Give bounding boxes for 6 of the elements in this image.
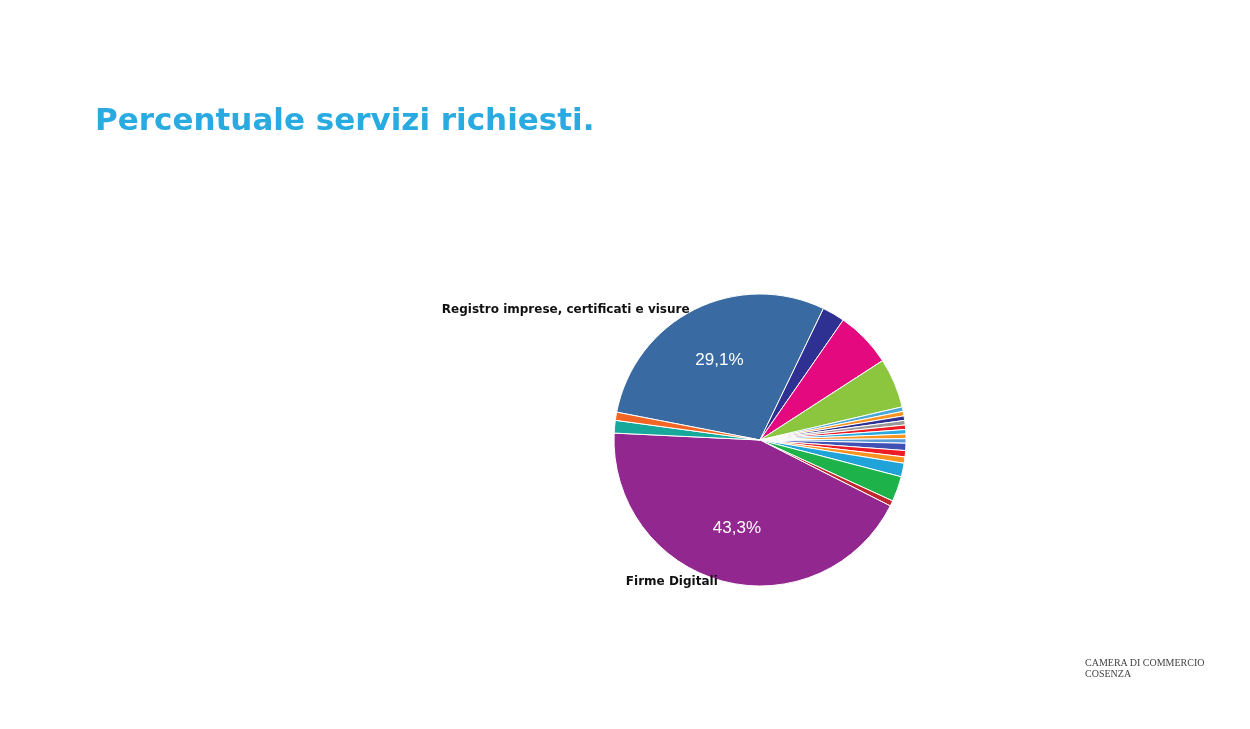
- data-label: 43,3%: [712, 518, 762, 538]
- slice-label: Firme Digitali: [625, 574, 718, 589]
- data-label: 29,1%: [695, 349, 744, 369]
- text: CAMERA DI COMMERCIO COSENZA: [1084, 657, 1205, 679]
- slice-label: Registro imprese, certificati e visure: [441, 302, 690, 317]
- chart-title: Percentuale servizi richiesti.: [95, 100, 595, 137]
